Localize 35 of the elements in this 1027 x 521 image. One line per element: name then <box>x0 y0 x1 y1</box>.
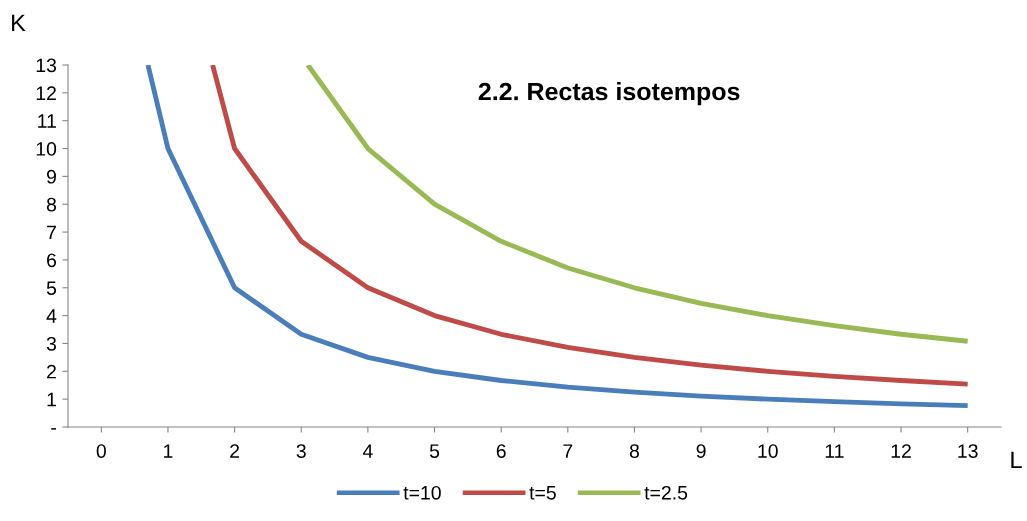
y-tick-label: 10 <box>36 142 57 156</box>
x-tick-label: 8 <box>629 444 640 458</box>
legend-label: t=10 <box>403 485 441 500</box>
text: 2.2. Rectas isotempos <box>478 82 740 106</box>
y-axis-title: K <box>12 14 26 32</box>
y-tick-label: 7 <box>47 225 56 240</box>
y-tick-label: 2 <box>47 364 56 379</box>
y-tick-label: 8 <box>46 197 57 212</box>
legend-label: t=2.5 <box>644 485 688 500</box>
x-axis-title: L <box>1011 451 1022 469</box>
x-tick-label: 13 <box>958 444 978 458</box>
x-tick-label: 0 <box>96 444 106 458</box>
y-tick-label: 3 <box>46 336 57 351</box>
x-tick-label: 10 <box>758 444 778 458</box>
x-tick-label: 4 <box>362 444 373 458</box>
y-tick-label: - <box>51 428 57 430</box>
line-series <box>305 65 971 344</box>
x-tick-label: 1 <box>164 444 173 458</box>
x-tick-label: 3 <box>296 444 306 458</box>
x-tick-label: 2 <box>230 444 240 458</box>
legend-label: t=5 <box>529 486 556 500</box>
y-tick-label: 6 <box>47 253 57 268</box>
y-tick-label: 1 <box>47 392 56 407</box>
y-tick-label: 11 <box>38 114 56 128</box>
x-tick-label: 11 <box>825 444 844 458</box>
x-tick-label: 7 <box>563 444 573 458</box>
y-tick-label: 12 <box>36 86 56 100</box>
y-tick-label: 4 <box>46 309 57 323</box>
y-tick-label: 9 <box>46 169 56 184</box>
y-tick-label: 13 <box>36 58 57 73</box>
x-tick-label: 9 <box>696 444 706 458</box>
x-tick-label: 12 <box>891 444 911 458</box>
y-tick-label: 5 <box>46 281 57 296</box>
x-tick-label: 5 <box>429 444 440 458</box>
x-tick-label: 6 <box>496 444 506 458</box>
